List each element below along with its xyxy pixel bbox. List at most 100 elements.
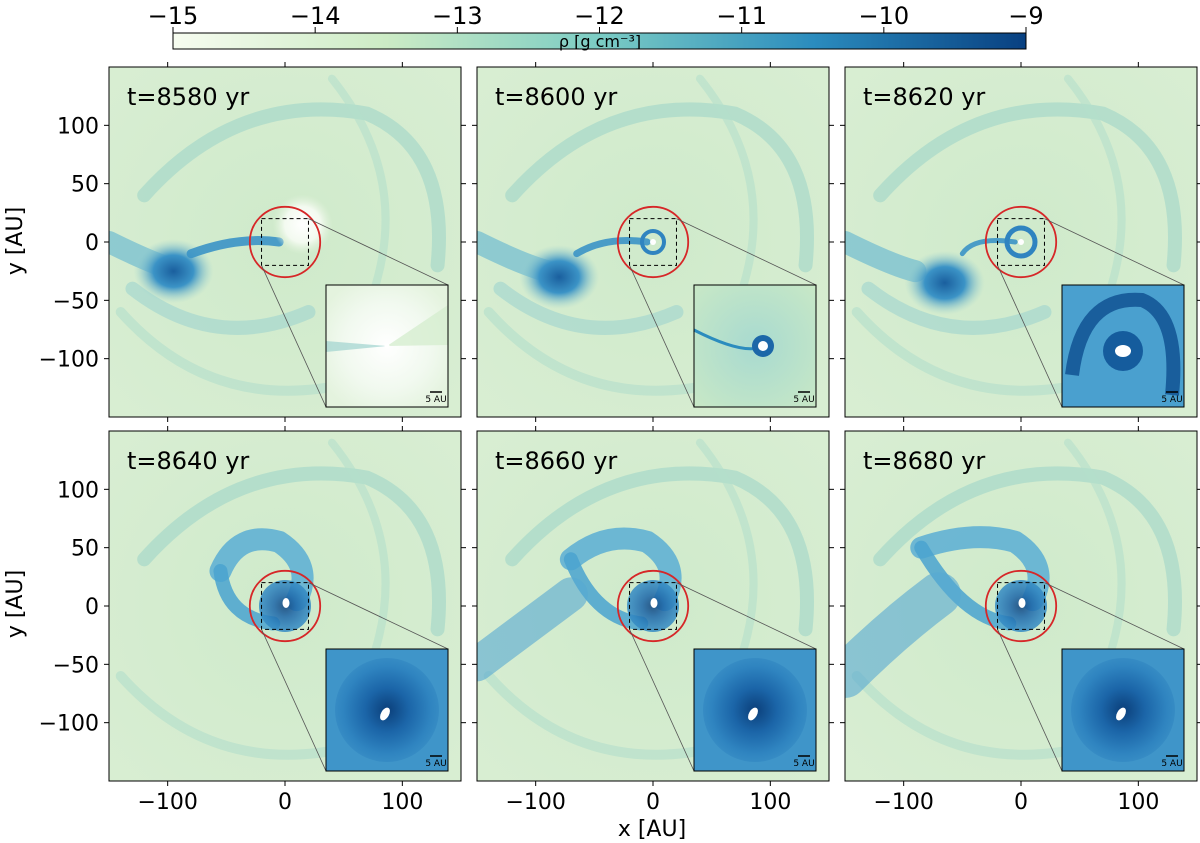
y-tick-label: 100: [57, 478, 99, 503]
panel-time-label: t=8600 yr: [495, 83, 617, 111]
inset-protostar: [1116, 707, 1126, 721]
scale-bar-label: 5 AU: [1161, 395, 1182, 405]
highlight-circle: [984, 569, 1058, 643]
panel-image: 5 AU: [477, 67, 829, 417]
y-tick-label: −50: [53, 289, 99, 314]
zoom-connector: [676, 218, 817, 286]
x-tick-label: 100: [1117, 790, 1159, 815]
highlight-circle: [248, 569, 322, 643]
inset-protostar: [380, 707, 390, 721]
density-panel: 5 AU t=8660 yr −100 0 100: [472, 426, 834, 815]
zoom-connector: [308, 582, 449, 650]
inset-frame: [1061, 648, 1185, 772]
gas-filament: [477, 577, 588, 682]
zoom-inset: 5 AU: [325, 284, 449, 408]
colorbar-ticks: −15 −14 −13 −12 −11 −10 −9: [148, 2, 1044, 33]
panel-time-label: t=8620 yr: [863, 83, 985, 111]
highlight-circle: [984, 205, 1058, 279]
x-tick-label: −100: [505, 790, 565, 815]
y-tick-label: 50: [71, 537, 99, 562]
gas-filament: [861, 281, 1052, 335]
panel-image: 5 AU: [109, 431, 461, 781]
density-panel: 5 AU t=8580 yr 100 50 0 −50 −100: [39, 62, 466, 422]
protostar: [650, 239, 656, 245]
gas-filament: [851, 671, 1097, 760]
protostar-disk: [640, 229, 666, 255]
x-tick-label: 0: [278, 790, 292, 815]
dense-clump: [904, 250, 985, 315]
inset-protostar: [748, 707, 758, 721]
inset-filament: [387, 305, 448, 346]
zoom-connector: [1044, 218, 1185, 286]
x-tick-label: −100: [873, 790, 933, 815]
y-tick-label: 0: [85, 595, 99, 620]
colorbar-tick-label: −10: [859, 2, 910, 30]
colorbar-label: ρ [g cm⁻³]: [559, 32, 641, 51]
scale-bar-label: 5 AU: [793, 395, 814, 405]
panel-image: 5 AU: [477, 431, 829, 781]
density-panel: 5 AU t=8680 yr −100 0 100: [840, 426, 1200, 815]
scale-bar-label: 5 AU: [793, 759, 814, 769]
zoom-connector: [997, 629, 1063, 772]
inset-protostar: [758, 341, 768, 351]
inset-frame: [693, 648, 817, 772]
inset-frame: [325, 648, 449, 772]
panel-time-label: t=8580 yr: [127, 83, 249, 111]
highlight-circle: [616, 569, 690, 643]
zoom-box: [261, 218, 309, 266]
zoom-connector: [308, 218, 449, 286]
inset-frame: [693, 284, 817, 408]
protostar: [650, 598, 658, 608]
inset-frame: [325, 284, 449, 408]
panel-time-label: t=8680 yr: [863, 447, 985, 475]
zoom-box: [997, 218, 1045, 266]
zoom-connector: [261, 629, 327, 772]
y-tick-label: 50: [71, 173, 99, 198]
zoom-inset: 5 AU: [1061, 648, 1185, 772]
inset-protostar: [1115, 345, 1131, 357]
zoom-box: [997, 582, 1045, 630]
gas-filament: [209, 528, 314, 612]
zoom-inset: 5 AU: [693, 284, 817, 408]
gas-filament: [186, 236, 284, 259]
colorbar-tick-label: −14: [290, 2, 341, 30]
panel-image: 5 AU: [109, 67, 461, 417]
x-axis-label: x [AU]: [618, 817, 686, 842]
highlight-circle: [248, 205, 322, 279]
y-axis-label-bottom: y [AU]: [3, 570, 28, 638]
colorbar-tick-label: −12: [574, 2, 625, 30]
panel-image: 5 AU: [845, 431, 1197, 781]
gas-filament: [573, 237, 651, 258]
zoom-connector: [261, 265, 327, 408]
inset-protostar: [384, 343, 390, 349]
gas-filament: [910, 526, 1050, 612]
dense-clump: [519, 245, 600, 309]
x-tick-label: 100: [381, 790, 423, 815]
density-panel: 5 AU t=8640 yr −100 0 100 100 50 0 −50 −100: [39, 426, 466, 815]
zoom-inset: 5 AU: [325, 648, 449, 772]
colorbar-tick-label: −11: [716, 2, 767, 30]
zoom-connector: [997, 265, 1063, 408]
colorbar-tick-label: −13: [432, 2, 483, 30]
inset-filament: [1065, 292, 1181, 396]
zoom-connector: [1044, 582, 1185, 650]
gas-filament: [559, 527, 682, 612]
inset-filament: [326, 341, 387, 352]
panel-time-label: t=8660 yr: [495, 447, 617, 475]
x-tick-label: 100: [749, 790, 791, 815]
panels: 5 AU t=8580 yr 100 50 0 −50 −100 5 AU t=8600 yr 5…: [39, 62, 1200, 815]
colorbar: ρ [g cm⁻³] −15 −14 −13 −12 −11 −10 −9: [148, 2, 1044, 51]
y-tick-label: −100: [39, 348, 99, 373]
inset-frame: [1061, 284, 1185, 408]
x-tick-label: 0: [1014, 790, 1028, 815]
x-tick-label: 0: [646, 790, 660, 815]
highlight-circle: [616, 205, 690, 279]
gas-filament: [563, 552, 649, 631]
scale-bar-label: 5 AU: [425, 395, 446, 405]
gas-filament: [914, 540, 1017, 631]
low-density-cavity: [272, 194, 333, 255]
colorbar-tick-label: −9: [1008, 2, 1043, 30]
gas-filament: [845, 572, 961, 698]
x-tick-label: −100: [137, 790, 197, 815]
